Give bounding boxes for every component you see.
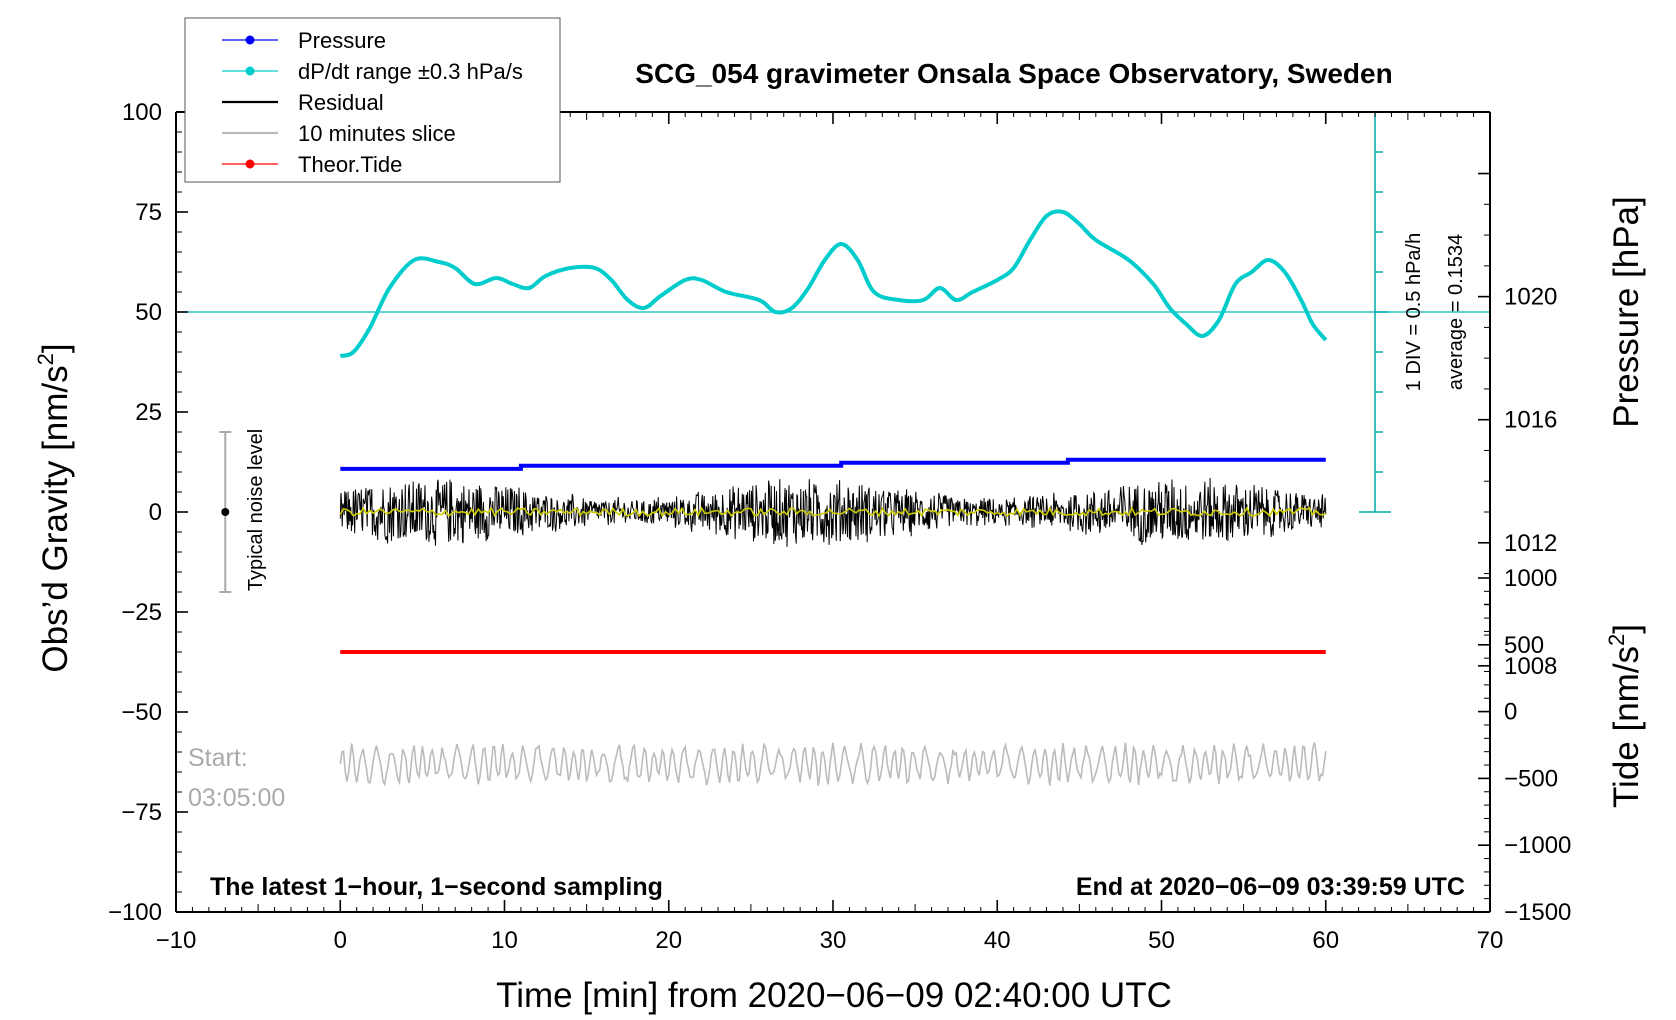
- y-tick-label: −50: [121, 699, 162, 726]
- legend-marker: [245, 159, 255, 169]
- legend-marker: [245, 66, 255, 76]
- tide-axis-label-main: Tide [nm/s: [1607, 646, 1646, 808]
- legend-label: Theor.Tide: [298, 152, 402, 177]
- pressure-tick-label: 1016: [1504, 407, 1557, 434]
- x-tick-label: 70: [1477, 927, 1504, 954]
- tide-tick-label: −1000: [1504, 832, 1571, 859]
- x-tick-label: −10: [156, 927, 197, 954]
- y-tick-label: 100: [122, 99, 162, 126]
- left-axis-label-main: Obs’d Gravity [nm/s: [36, 365, 75, 672]
- pressure-tick-label: 1020: [1504, 284, 1557, 311]
- left-axis-label-sup: 2: [33, 353, 58, 365]
- x-tick-label: 50: [1148, 927, 1175, 954]
- legend-box: [184, 17, 561, 183]
- pressure-axis-label: Pressure [hPa]: [1607, 196, 1646, 428]
- left-axis-label-close: ]: [36, 343, 75, 353]
- tide-axis-label-sup: 2: [1604, 634, 1629, 646]
- left-axis-label: Obs’d Gravity [nm/s2]: [33, 343, 75, 672]
- pressure-tick-label: 1008: [1504, 653, 1557, 680]
- tide-tick-label: −1500: [1504, 899, 1571, 926]
- footer-right-note: End at 2020−06−09 03:39:59 UTC: [1076, 873, 1465, 901]
- pressure-line: [340, 457, 1326, 471]
- tide-tick-label: −500: [1504, 765, 1558, 792]
- tide-axis-label-close: ]: [1607, 624, 1646, 634]
- x-axis-label: Time [min] from 2020−06−09 02:40:00 UTC: [496, 976, 1172, 1015]
- rate-scale-label: 1 DIV = 0.5 hPa/h: [1403, 233, 1425, 391]
- y-tick-label: −100: [108, 899, 162, 926]
- legend-label: Pressure: [298, 28, 386, 53]
- tide-tick-label: 0: [1504, 699, 1517, 726]
- x-tick-label: 10: [491, 927, 518, 954]
- x-tick-label: 0: [334, 927, 347, 954]
- start-time: 03:05:00: [188, 784, 285, 812]
- series-layer: [176, 209, 1490, 787]
- legend-marker: [245, 35, 255, 45]
- legend-label: dP/dt range ±0.3 hPa/s: [298, 59, 523, 84]
- start-label: Start:: [188, 744, 248, 772]
- tide-tick-label: 500: [1504, 632, 1544, 659]
- x-tick-label: 20: [655, 927, 682, 954]
- legend-label: Residual: [298, 90, 384, 115]
- residual-smoothed-line: [339, 506, 1327, 518]
- legend-label: 10 minutes slice: [298, 121, 456, 146]
- y-tick-label: 75: [135, 199, 162, 226]
- residual-line: [339, 477, 1327, 547]
- tide-axis-label: Tide [nm/s2]: [1604, 624, 1646, 808]
- noise-bar-center-dot: [221, 508, 230, 516]
- pressure-tick-label: 1012: [1504, 530, 1557, 557]
- legend: Pressure dP/dt range ±0.3 hPa/s Residual 10…: [184, 17, 561, 183]
- dpdt-line: [339, 209, 1328, 358]
- chart-title: SCG_054 gravimeter Onsala Space Observat…: [635, 58, 1392, 89]
- x-tick-label: 40: [984, 927, 1011, 954]
- slice-line: [339, 741, 1327, 787]
- y-tick-label: −25: [121, 599, 162, 626]
- y-tick-label: 25: [135, 399, 162, 426]
- footer-left-note: The latest 1−hour, 1−second sampling: [210, 873, 663, 901]
- y-tick-label: 0: [149, 499, 162, 526]
- tide-tick-label: 1000: [1504, 565, 1557, 592]
- rate-average-label: average = 0.1534: [1445, 234, 1467, 390]
- y-tick-label: −75: [121, 799, 162, 826]
- x-tick-label: 60: [1312, 927, 1339, 954]
- y-tick-label: 50: [135, 299, 162, 326]
- x-tick-label: 30: [820, 927, 847, 954]
- noise-level-label: Typical noise level: [245, 429, 267, 591]
